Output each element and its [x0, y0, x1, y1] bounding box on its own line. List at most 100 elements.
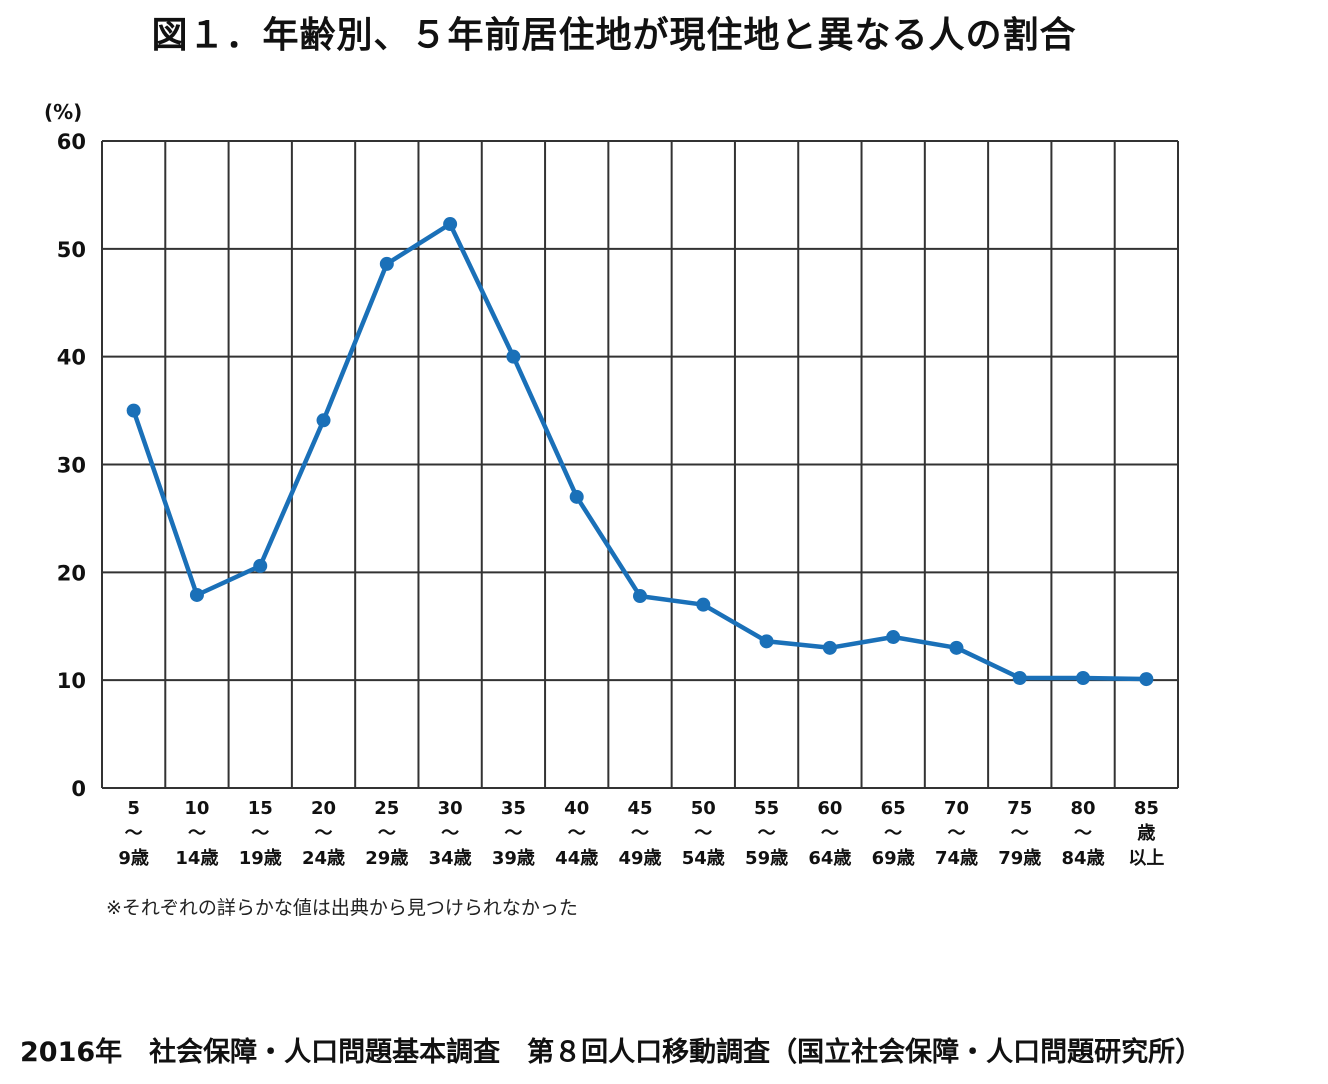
x-tick-label-5: 30 ～ 34歳 [429, 798, 472, 869]
x-tick-label-4-line-0: 25 [374, 798, 399, 819]
data-point-16 [1139, 672, 1154, 687]
x-tick-label-9-line-0: 50 [691, 798, 716, 819]
chart-grid [101, 140, 1179, 789]
x-tick-label-6: 35 ～ 39歳 [492, 798, 535, 869]
x-tick-label-10-line-1: ～ [758, 823, 776, 844]
x-tick-label-10: 55 ～ 59歳 [745, 798, 788, 869]
x-tick-label-15-line-0: 80 [1071, 798, 1096, 819]
x-tick-label-0: 5 ～ 9歳 [118, 798, 149, 869]
x-tick-label-9: 50 ～ 54歳 [682, 798, 725, 869]
y-tick-label-2: 20 [57, 561, 86, 585]
x-tick-label-7-line-1: ～ [568, 823, 586, 844]
x-tick-label-2-line-1: ～ [251, 823, 269, 844]
y-tick-label-5: 50 [57, 238, 86, 262]
x-tick-label-3: 20 ～ 24歳 [302, 798, 345, 869]
chart-title: 図１．年齢別、５年前居住地が現住地と異なる人の割合 [151, 15, 1077, 56]
x-tick-label-11-line-1: ～ [821, 823, 839, 844]
x-tick-label-14-line-0: 75 [1007, 798, 1032, 819]
x-tick-label-0-line-1: ～ [125, 823, 143, 844]
x-tick-label-16-line-1: 歳 [1137, 823, 1155, 844]
x-tick-label-16: 85 歳以上 [1128, 798, 1164, 869]
data-point-7 [569, 489, 584, 504]
data-point-12 [886, 630, 901, 645]
x-tick-label-3-line-2: 24歳 [302, 848, 345, 869]
data-point-14 [1012, 671, 1027, 686]
data-point-6 [506, 349, 521, 364]
x-tick-label-1-line-0: 10 [184, 798, 209, 819]
y-axis-ticks: 0 10 20 30 40 50 60 [57, 130, 86, 801]
x-tick-label-8: 45 ～ 49歳 [618, 798, 661, 869]
x-tick-label-5-line-0: 30 [438, 798, 463, 819]
data-point-8 [633, 589, 647, 604]
x-tick-label-11-line-0: 60 [817, 798, 842, 819]
x-tick-label-6-line-1: ～ [504, 823, 522, 844]
x-tick-label-14: 75 ～ 79歳 [998, 798, 1041, 869]
x-tick-label-13-line-2: 74歳 [935, 848, 978, 869]
data-point-4 [379, 256, 394, 271]
chart-note: ※それぞれの詳らかな値は出典から見つけられなかった [106, 897, 578, 919]
x-tick-label-13-line-0: 70 [944, 798, 969, 819]
data-point-1 [189, 587, 204, 602]
y-tick-label-0: 0 [71, 777, 86, 801]
x-tick-label-12: 65 ～ 69歳 [872, 798, 915, 869]
data-point-5 [443, 217, 458, 232]
x-tick-label-13: 70 ～ 74歳 [935, 798, 978, 869]
x-tick-label-7-line-2: 44歳 [555, 848, 598, 869]
data-point-2 [253, 558, 268, 573]
x-tick-label-3-line-1: ～ [315, 823, 333, 844]
y-tick-label-3: 30 [57, 454, 86, 478]
x-tick-label-4-line-2: 29歳 [365, 848, 408, 869]
x-tick-label-1-line-1: ～ [188, 823, 206, 844]
series-line [131, 221, 1147, 682]
x-tick-label-15-line-2: 84歳 [1062, 848, 1105, 869]
data-point-15 [1076, 671, 1091, 686]
x-tick-label-0-line-2: 9歳 [118, 848, 149, 869]
x-tick-label-15: 80 ～ 84歳 [1062, 798, 1105, 869]
x-tick-label-12-line-2: 69歳 [872, 848, 915, 869]
x-tick-label-1-line-2: 14歳 [175, 848, 218, 869]
x-tick-label-11-line-2: 64歳 [808, 848, 851, 869]
series [126, 217, 1154, 687]
x-tick-label-5-line-1: ～ [441, 823, 459, 844]
x-tick-label-9-line-1: ～ [694, 823, 712, 844]
x-tick-label-7-line-0: 40 [564, 798, 589, 819]
y-tick-label-1: 10 [57, 669, 86, 693]
x-tick-label-3-line-0: 20 [311, 798, 336, 819]
x-tick-label-13-line-1: ～ [947, 823, 965, 844]
data-point-3 [316, 413, 331, 428]
x-tick-label-12-line-1: ～ [884, 823, 902, 844]
x-tick-label-6-line-2: 39歳 [492, 848, 535, 869]
data-point-10 [759, 634, 774, 649]
x-tick-label-10-line-2: 59歳 [745, 848, 788, 869]
x-tick-label-2: 15 ～ 19歳 [239, 798, 282, 869]
data-point-13 [949, 640, 964, 655]
data-point-9 [696, 597, 711, 612]
x-tick-label-4: 25 ～ 29歳 [365, 798, 408, 869]
x-tick-label-0-line-0: 5 [127, 798, 140, 819]
x-axis-ticks: 5 ～ 9歳 10 ～ 14歳 15 ～ 19歳 20 ～ 24歳 25 ～ 29歳 30 ～ 34歳 35 ～ 39歳… [118, 798, 1164, 869]
x-tick-label-2-line-2: 19歳 [239, 848, 282, 869]
x-tick-label-14-line-1: ～ [1011, 823, 1029, 844]
x-tick-label-10-line-0: 55 [754, 798, 779, 819]
y-tick-label-6: 60 [57, 130, 86, 154]
x-tick-label-6-line-0: 35 [501, 798, 526, 819]
x-tick-label-15-line-1: ～ [1074, 823, 1092, 844]
data-point-0 [126, 403, 141, 418]
x-tick-label-16-line-0: 85 [1134, 798, 1159, 819]
x-tick-label-8-line-0: 45 [627, 798, 652, 819]
x-tick-label-16-line-2: 以上 [1128, 848, 1164, 869]
data-point-11 [822, 640, 837, 655]
x-tick-label-12-line-0: 65 [881, 798, 906, 819]
y-tick-label-4: 40 [57, 346, 86, 370]
x-tick-label-11: 60 ～ 64歳 [808, 798, 851, 869]
chart-source: 2016年 社会保障・人口問題基本調査 第８回人口移動調査（国立社会保障・人口問… [20, 1037, 1203, 1068]
x-tick-label-4-line-1: ～ [378, 823, 396, 844]
x-tick-label-2-line-0: 15 [248, 798, 273, 819]
x-tick-label-1: 10 ～ 14歳 [175, 798, 218, 869]
x-tick-label-8-line-1: ～ [631, 823, 649, 844]
x-tick-label-8-line-2: 49歳 [618, 848, 661, 869]
x-tick-label-5-line-2: 34歳 [429, 848, 472, 869]
x-tick-label-14-line-2: 79歳 [998, 848, 1041, 869]
y-axis-unit-label: (%) [44, 100, 82, 124]
